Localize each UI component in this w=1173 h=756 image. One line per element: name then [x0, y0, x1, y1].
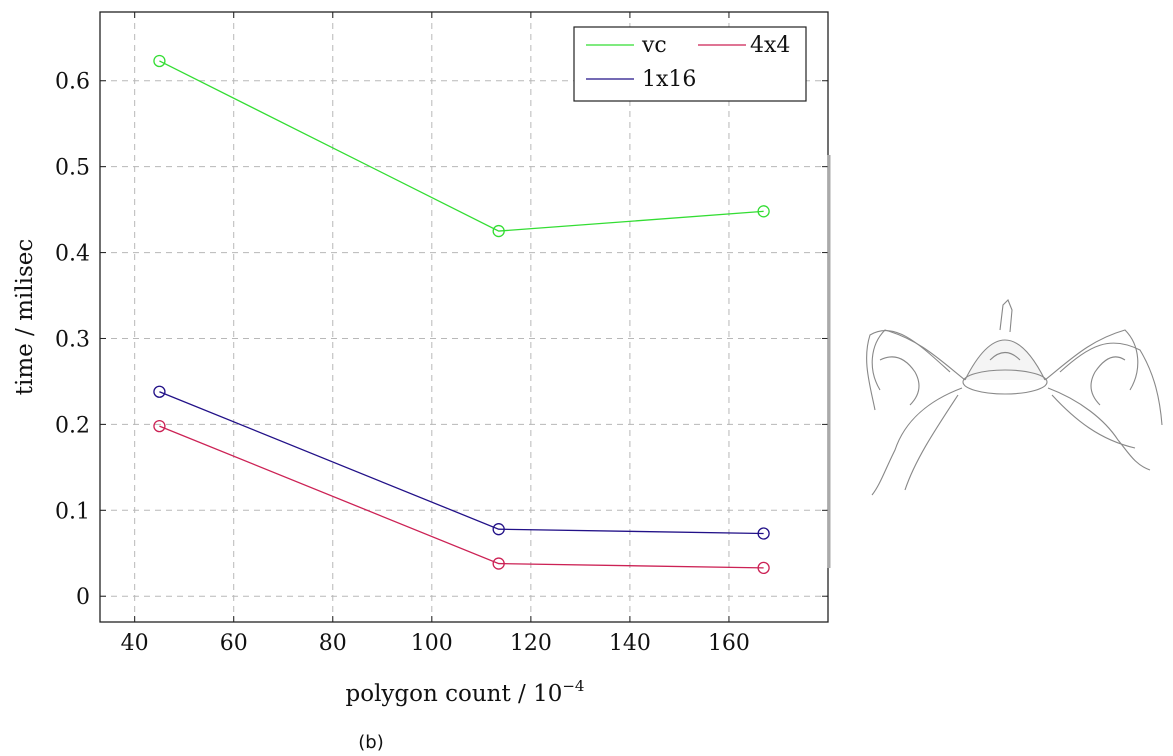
x-axis-label-exponent: −4 [562, 677, 584, 695]
y-tick-label: 0.4 [55, 242, 90, 267]
data-point-vc [153, 54, 166, 68]
data-point-4x4 [492, 557, 505, 570]
plot-frame [99, 11, 829, 623]
data-point-4x4 [153, 419, 166, 433]
x-tick-label: 100 [411, 631, 453, 656]
y-tick-label: 0.5 [55, 156, 90, 181]
data-series [153, 54, 770, 575]
y-tick-label: 0 [76, 585, 90, 610]
series-line-vc [159, 60, 764, 232]
data-point-4x4 [757, 561, 770, 575]
y-tick-label: 0.6 [55, 70, 90, 95]
legend-label-1x16: 1x16 [642, 67, 696, 92]
series-line-1x16 [159, 391, 764, 535]
data-point-vc [492, 224, 505, 238]
y-tick-label: 0.1 [55, 499, 90, 524]
spider-mesh-illustration [827, 155, 1163, 568]
figure-caption: (b) [358, 732, 383, 753]
legend: vc 4x4 1x16 [573, 26, 807, 102]
legend-label-vc: vc [641, 33, 667, 58]
grid-lines [100, 12, 828, 622]
x-tick-label: 40 [121, 631, 149, 656]
y-axis-label: time / milisec [12, 239, 38, 396]
data-point-1x16 [153, 385, 166, 398]
y-tick-label: 0.2 [55, 413, 90, 438]
x-tick-label: 60 [220, 631, 248, 656]
legend-box [573, 26, 807, 102]
x-axis-label: polygon count / 10−4 [346, 677, 585, 707]
legend-label-4x4: 4x4 [750, 33, 790, 58]
axis-ticks: 40 60 80 100 120 140 160 0 0.1 0.2 0.3 0.4 0.5 0.6 [55, 12, 828, 656]
x-tick-label: 80 [319, 631, 347, 656]
data-point-1x16 [757, 527, 770, 540]
x-tick-label: 160 [708, 631, 750, 656]
data-point-vc [757, 205, 770, 218]
x-tick-label: 140 [609, 631, 651, 656]
data-point-1x16 [492, 523, 505, 536]
x-tick-label: 120 [510, 631, 552, 656]
series-line-4x4 [159, 425, 764, 569]
y-tick-label: 0.3 [55, 327, 90, 352]
